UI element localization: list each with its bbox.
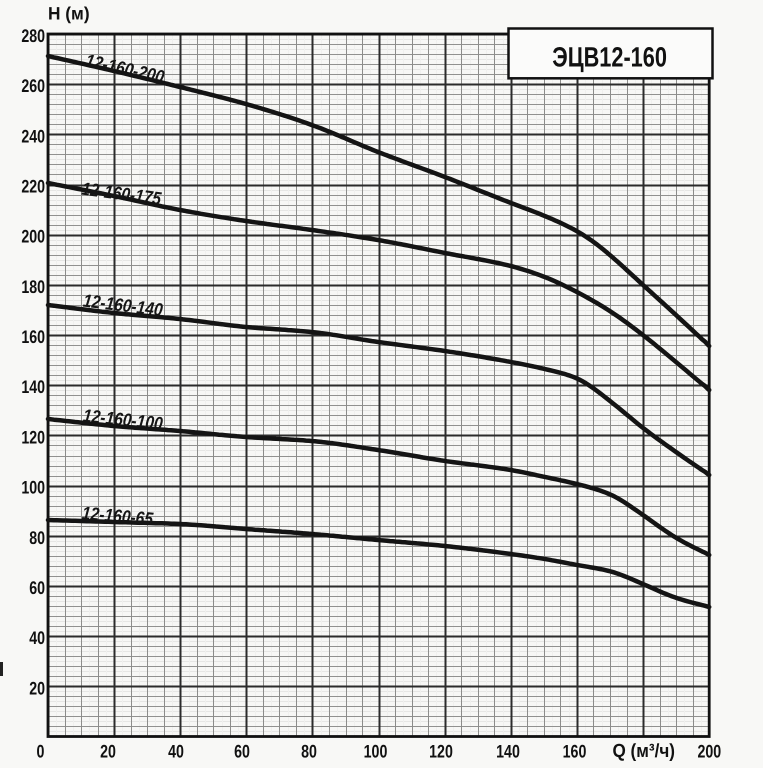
svg-text:60: 60 [234, 741, 250, 761]
svg-text:100: 100 [21, 478, 45, 498]
svg-text:40: 40 [168, 741, 184, 761]
svg-text:240: 240 [21, 126, 45, 146]
svg-text:160: 160 [563, 741, 587, 761]
svg-text:120: 120 [429, 741, 453, 761]
svg-text:140: 140 [21, 377, 45, 397]
svg-text:280: 280 [21, 26, 45, 46]
svg-text:120: 120 [21, 427, 45, 447]
svg-text:20: 20 [100, 741, 116, 761]
svg-text:20: 20 [29, 678, 45, 698]
svg-text:Q (м³/ч): Q (м³/ч) [613, 741, 675, 762]
svg-text:180: 180 [21, 277, 45, 297]
svg-text:200: 200 [697, 741, 721, 761]
svg-text:140: 140 [496, 741, 520, 761]
svg-text:220: 220 [21, 177, 45, 197]
svg-text:40: 40 [29, 628, 45, 648]
svg-text:Н (м): Н (м) [48, 4, 90, 24]
svg-text:100: 100 [364, 741, 388, 761]
svg-text:260: 260 [21, 76, 45, 96]
svg-text:60: 60 [29, 578, 45, 598]
svg-text:0: 0 [37, 741, 45, 761]
svg-text:160: 160 [21, 327, 45, 347]
svg-text:80: 80 [301, 741, 317, 761]
svg-text:200: 200 [21, 227, 45, 247]
svg-text:ЭЦВ12-160: ЭЦВ12-160 [552, 42, 667, 73]
svg-text:80: 80 [29, 528, 45, 548]
